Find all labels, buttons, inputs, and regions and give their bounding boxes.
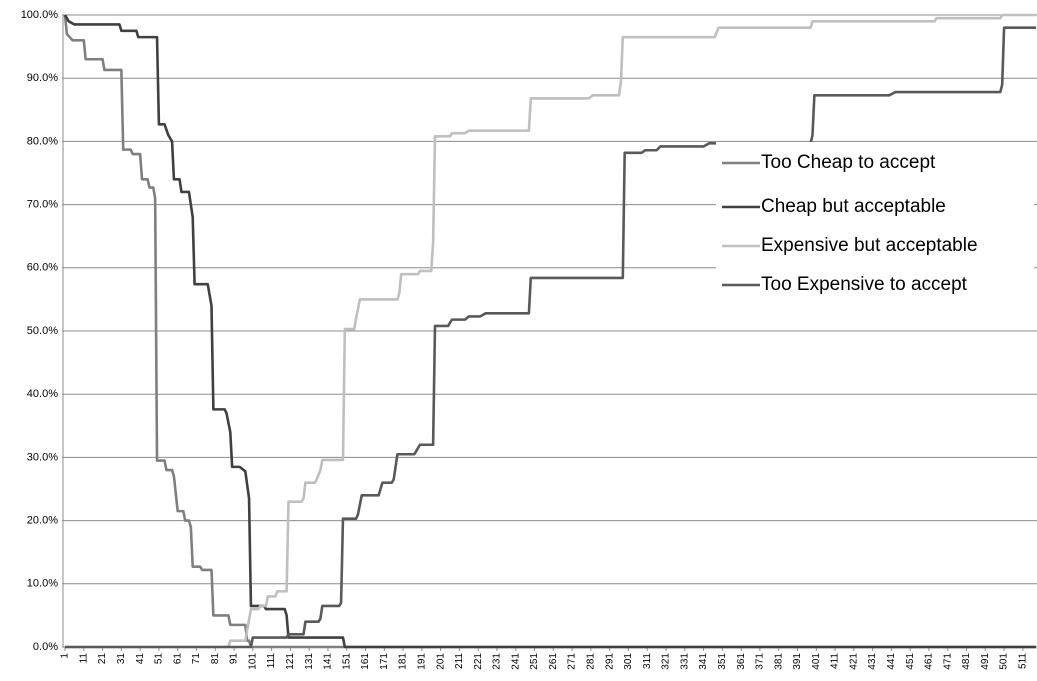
x-tick-label: 401 — [811, 653, 822, 670]
x-tick-label: 131 — [304, 653, 315, 670]
x-tick-label: 221 — [473, 653, 484, 670]
legend-label: Too Cheap to accept — [761, 152, 936, 173]
x-tick-label: 121 — [285, 653, 296, 670]
x-tick-label: 301 — [623, 653, 634, 670]
y-tick-label: 50.0% — [27, 325, 58, 337]
y-tick-label: 10.0% — [27, 578, 58, 590]
series-line — [65, 13, 1036, 649]
x-tick-label: 91 — [229, 653, 240, 665]
legend-label: Cheap but acceptable — [761, 196, 946, 217]
x-tick-label: 141 — [323, 653, 334, 670]
x-tick-label: 371 — [755, 653, 766, 670]
x-tick-label: 501 — [999, 653, 1010, 670]
x-tick-label: 451 — [905, 653, 916, 670]
x-tick-label: 331 — [679, 653, 690, 670]
series-line — [63, 14, 1036, 649]
y-tick-label: 20.0% — [27, 515, 58, 527]
x-tick-label: 201 — [435, 653, 446, 670]
x-tick-label: 321 — [661, 653, 672, 670]
x-tick-label: 461 — [924, 653, 935, 670]
x-tick-label: 341 — [698, 653, 709, 670]
x-tick-label: 241 — [510, 653, 521, 670]
x-tick-label: 351 — [717, 653, 728, 670]
x-tick-label: 421 — [848, 653, 859, 670]
x-tick-label: 151 — [341, 653, 352, 670]
x-tick-label: 481 — [961, 653, 972, 670]
x-tick-label: 471 — [942, 653, 953, 670]
x-tick-label: 511 — [1017, 653, 1028, 669]
x-tick-label: 231 — [492, 653, 503, 670]
x-tick-label: 111 — [266, 653, 277, 669]
x-tick-label: 101 — [247, 653, 258, 670]
x-tick-label: 391 — [792, 653, 803, 670]
x-tick-label: 251 — [529, 653, 540, 670]
x-tick-label: 21 — [97, 653, 108, 665]
legend-box — [716, 142, 1034, 304]
x-tick-label: 181 — [398, 653, 409, 670]
x-tick-label: 271 — [567, 653, 578, 670]
x-tick-label: 381 — [773, 653, 784, 670]
y-tick-label: 30.0% — [27, 451, 58, 463]
x-tick-label: 161 — [360, 653, 371, 670]
x-tick-label: 441 — [886, 653, 897, 670]
x-tick-label: 71 — [191, 653, 202, 665]
x-tick-label: 51 — [154, 653, 165, 665]
y-tick-label: 90.0% — [27, 72, 58, 84]
y-tick-label: 100.0% — [21, 9, 59, 21]
x-tick-label: 191 — [416, 653, 427, 670]
x-tick-label: 41 — [135, 653, 146, 665]
x-tick-label: 11 — [78, 653, 89, 664]
x-tick-label: 281 — [586, 653, 597, 670]
x-tick-label: 431 — [867, 653, 878, 670]
y-tick-label: 80.0% — [27, 135, 58, 147]
x-tick-label: 211 — [454, 653, 465, 669]
series-line — [65, 26, 1036, 649]
x-tick-label: 491 — [980, 653, 991, 670]
series-line — [63, 14, 1036, 649]
x-tick-label: 311 — [642, 653, 653, 669]
x-tick-label: 31 — [116, 653, 127, 665]
x-tick-label: 291 — [604, 653, 615, 670]
x-tick-label: 81 — [210, 653, 221, 665]
y-tick-label: 0.0% — [33, 641, 58, 653]
y-tick-label: 60.0% — [27, 262, 58, 274]
x-tick-label: 261 — [548, 653, 559, 670]
x-tick-label: 61 — [172, 653, 183, 665]
legend-label: Expensive but acceptable — [761, 235, 978, 256]
x-tick-label: 171 — [379, 653, 390, 670]
x-tick-label: 361 — [736, 653, 747, 670]
y-tick-label: 70.0% — [27, 199, 58, 211]
y-tick-label: 40.0% — [27, 388, 58, 400]
x-tick-label: 1 — [60, 653, 71, 659]
legend-label: Too Expensive to accept — [761, 274, 968, 295]
x-tick-label: 411 — [830, 653, 841, 669]
